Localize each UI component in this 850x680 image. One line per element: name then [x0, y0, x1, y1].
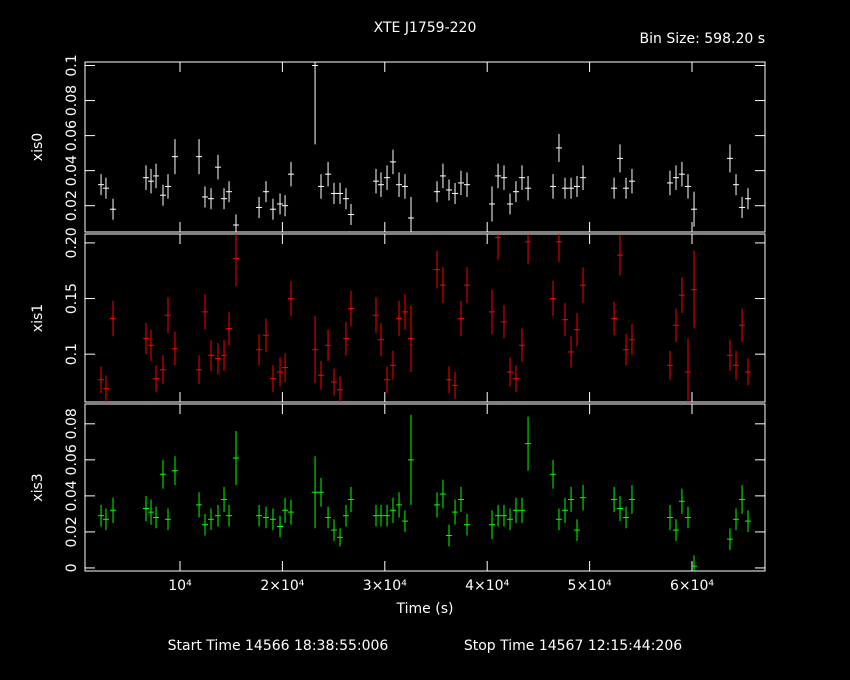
y-tick-label: 0.06	[64, 120, 80, 151]
y-tick-label: 0.02	[64, 190, 80, 221]
x-tick-label: 4×10⁴	[465, 578, 509, 594]
y-tick-label: 0.08	[64, 85, 80, 116]
panel-frame	[84, 403, 766, 572]
y-tick-label: 0.1	[64, 343, 80, 365]
panel-frame	[84, 233, 766, 403]
y-axis-label: xis1	[30, 304, 46, 332]
x-tick-label: 5×10⁴	[568, 578, 612, 594]
y-tick-label: 0.04	[64, 480, 80, 511]
y-tick-label: 0.15	[64, 283, 80, 314]
x-tick-label: 6×10⁴	[670, 578, 714, 594]
y-axis-label: xis3	[30, 473, 46, 501]
y-tick-label: 0.1	[64, 54, 80, 76]
y-tick-label: 0.04	[64, 155, 80, 186]
x-tick-label: 10⁴	[168, 578, 192, 594]
y-tick-label: 0.02	[64, 516, 80, 547]
y-tick-label: 0.06	[64, 444, 80, 475]
x-tick-label: 3×10⁴	[363, 578, 407, 594]
stop-time: Stop Time 14567 12:15:44:206	[464, 638, 682, 654]
y-axis-label: xis0	[30, 133, 46, 161]
y-tick-label: 0.08	[64, 408, 80, 439]
points	[98, 414, 752, 571]
x-axis-label: Time (s)	[396, 601, 454, 617]
chart-title: XTE J1759-220	[374, 20, 477, 36]
y-tick-label: 0	[64, 563, 80, 572]
x-tick-label: 2×10⁴	[260, 578, 304, 594]
y-tick-label: 0.20	[64, 227, 80, 258]
points	[98, 62, 752, 232]
start-time: Start Time 14566 18:38:55:006	[168, 638, 389, 654]
points	[98, 234, 752, 402]
panel-frame	[84, 61, 766, 233]
bin-size: Bin Size: 598.20 s	[640, 31, 765, 47]
